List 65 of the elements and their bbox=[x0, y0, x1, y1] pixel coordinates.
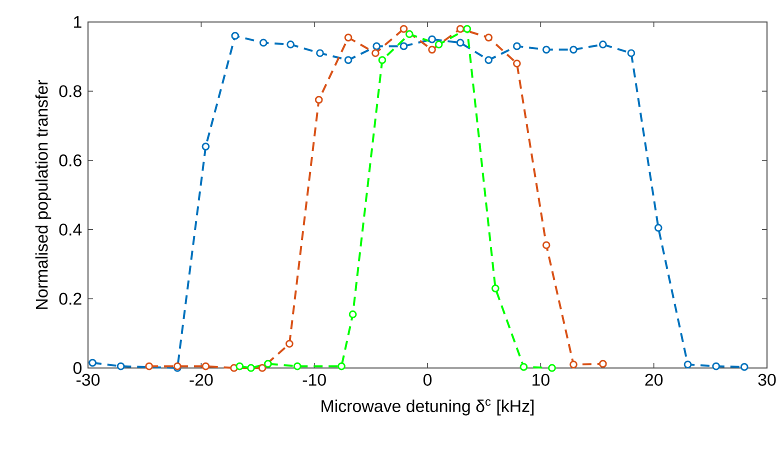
point bbox=[247, 364, 255, 372]
point bbox=[400, 42, 408, 50]
point bbox=[400, 24, 408, 33]
point bbox=[314, 96, 323, 104]
y-tick-label: 0.4 bbox=[59, 224, 82, 236]
point bbox=[484, 34, 493, 42]
point bbox=[463, 24, 472, 33]
point bbox=[548, 364, 556, 372]
point bbox=[512, 42, 521, 50]
x-tick-label: -30 bbox=[76, 374, 100, 386]
x-tick-label: -20 bbox=[190, 374, 213, 386]
point bbox=[428, 35, 436, 44]
point bbox=[428, 46, 436, 54]
x-tick-label: -10 bbox=[302, 374, 326, 386]
point bbox=[344, 56, 352, 64]
point bbox=[116, 362, 125, 370]
point bbox=[405, 30, 414, 38]
point bbox=[338, 362, 346, 370]
point bbox=[145, 362, 154, 370]
y-tick-label: 0.6 bbox=[59, 154, 82, 166]
point bbox=[456, 24, 464, 33]
point bbox=[542, 46, 550, 54]
x-tick-label: 10 bbox=[532, 374, 550, 386]
point bbox=[348, 310, 357, 318]
point bbox=[264, 360, 272, 368]
point bbox=[491, 284, 500, 292]
point bbox=[293, 362, 302, 370]
point bbox=[378, 56, 386, 64]
point bbox=[570, 360, 578, 368]
x-tick-label: 30 bbox=[758, 374, 776, 386]
point bbox=[654, 224, 662, 232]
y-tick-label: 0.8 bbox=[59, 85, 82, 98]
point bbox=[598, 360, 607, 368]
point bbox=[740, 363, 748, 371]
y-tick-label: 1 bbox=[74, 16, 82, 28]
point bbox=[344, 34, 352, 42]
point bbox=[286, 40, 295, 48]
point bbox=[627, 49, 636, 58]
y-tick-label: 0.2 bbox=[59, 292, 82, 305]
y-axis-title: Normalised population transfer bbox=[35, 80, 52, 309]
point bbox=[512, 60, 521, 68]
y-tick-label: 0 bbox=[73, 362, 82, 374]
point bbox=[259, 38, 268, 47]
x-tick-label: 0 bbox=[423, 374, 432, 386]
point bbox=[88, 358, 96, 367]
point bbox=[202, 362, 210, 370]
point bbox=[520, 363, 528, 371]
point bbox=[570, 46, 578, 54]
point bbox=[316, 49, 324, 58]
x-axis-title: Microwave detuning δ$^{c}$ [kHz] bbox=[322, 399, 534, 416]
point bbox=[456, 38, 464, 47]
point bbox=[236, 362, 244, 370]
point bbox=[684, 360, 692, 368]
point bbox=[598, 40, 607, 48]
point bbox=[542, 241, 550, 250]
point bbox=[231, 32, 240, 40]
point bbox=[258, 364, 266, 372]
point bbox=[434, 40, 443, 48]
x-tick-label: 20 bbox=[645, 374, 663, 386]
point bbox=[372, 42, 381, 50]
point bbox=[202, 142, 210, 150]
point bbox=[712, 362, 720, 370]
point bbox=[372, 49, 380, 58]
point bbox=[484, 56, 493, 64]
point bbox=[286, 340, 294, 348]
